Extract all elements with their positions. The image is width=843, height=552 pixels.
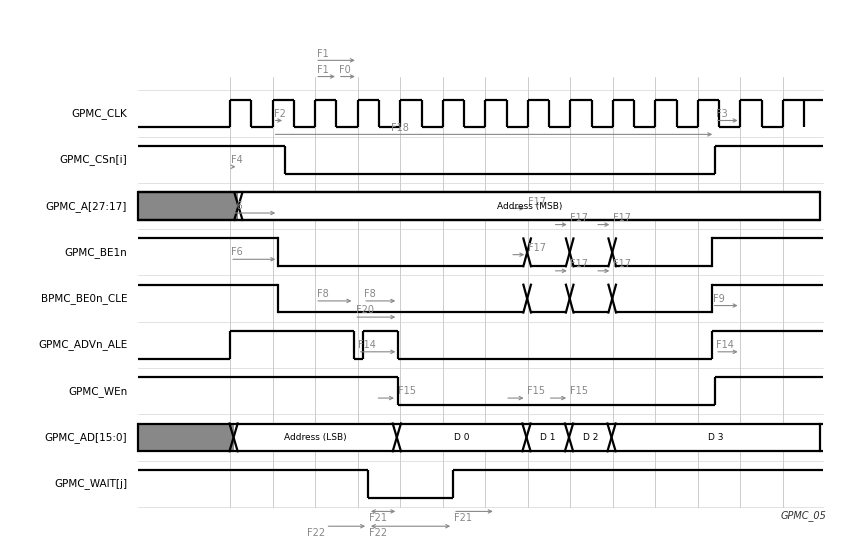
Text: GPMC_AD[15:0]: GPMC_AD[15:0]	[45, 432, 127, 443]
Text: F6: F6	[231, 201, 243, 211]
Text: GPMC_ADVn_ALE: GPMC_ADVn_ALE	[38, 339, 127, 351]
Text: F14: F14	[358, 340, 376, 350]
Text: F17: F17	[528, 243, 545, 253]
Text: F21: F21	[454, 513, 472, 523]
Bar	[234, 423, 397, 452]
Bar	[611, 423, 820, 452]
Text: F1: F1	[317, 49, 328, 59]
Text: F17: F17	[613, 259, 631, 269]
Text: F4: F4	[231, 155, 243, 165]
Text: BPMC_BE0n_CLE: BPMC_BE0n_CLE	[40, 293, 127, 304]
Text: D 2: D 2	[583, 433, 598, 442]
Text: GPMC_A[27:17]: GPMC_A[27:17]	[46, 200, 127, 211]
Text: F22: F22	[369, 528, 388, 538]
Text: F8: F8	[364, 289, 376, 299]
Text: F15: F15	[570, 386, 588, 396]
Text: GPMC_WAIT[j]: GPMC_WAIT[j]	[54, 478, 127, 489]
Text: GPMC_CLK: GPMC_CLK	[72, 108, 127, 119]
Text: F17: F17	[571, 259, 588, 269]
Text: Address (LSB): Address (LSB)	[284, 433, 346, 442]
Text: F2: F2	[274, 109, 286, 119]
Text: F20: F20	[356, 305, 373, 315]
Text: F18: F18	[391, 123, 409, 132]
Text: F9: F9	[713, 294, 725, 304]
Text: F15: F15	[398, 386, 416, 396]
Text: D 3: D 3	[708, 433, 723, 442]
Text: GPMC_05: GPMC_05	[781, 509, 827, 521]
Bar	[527, 423, 569, 452]
Text: F8: F8	[317, 289, 328, 299]
Bar	[137, 192, 239, 220]
Text: F3: F3	[717, 109, 728, 119]
Bar	[569, 423, 611, 452]
Bar	[239, 192, 820, 220]
Text: GPMC_WEn: GPMC_WEn	[68, 386, 127, 396]
Text: F22: F22	[307, 528, 325, 538]
Text: F6: F6	[231, 247, 243, 257]
Text: F17: F17	[528, 197, 545, 206]
Text: F15: F15	[527, 386, 545, 396]
Text: F17: F17	[571, 213, 588, 223]
Bar	[137, 423, 234, 452]
Bar	[397, 423, 527, 452]
Text: GPMC_BE1n: GPMC_BE1n	[64, 247, 127, 258]
Text: F17: F17	[613, 213, 631, 223]
Text: Address (MSB): Address (MSB)	[497, 201, 562, 210]
Text: F0: F0	[339, 65, 351, 75]
Text: GPMC_CSn[i]: GPMC_CSn[i]	[60, 155, 127, 165]
Text: F14: F14	[716, 340, 733, 350]
Text: D 1: D 1	[540, 433, 556, 442]
Text: D 0: D 0	[454, 433, 470, 442]
Text: F21: F21	[369, 513, 388, 523]
Text: F1: F1	[317, 65, 328, 75]
